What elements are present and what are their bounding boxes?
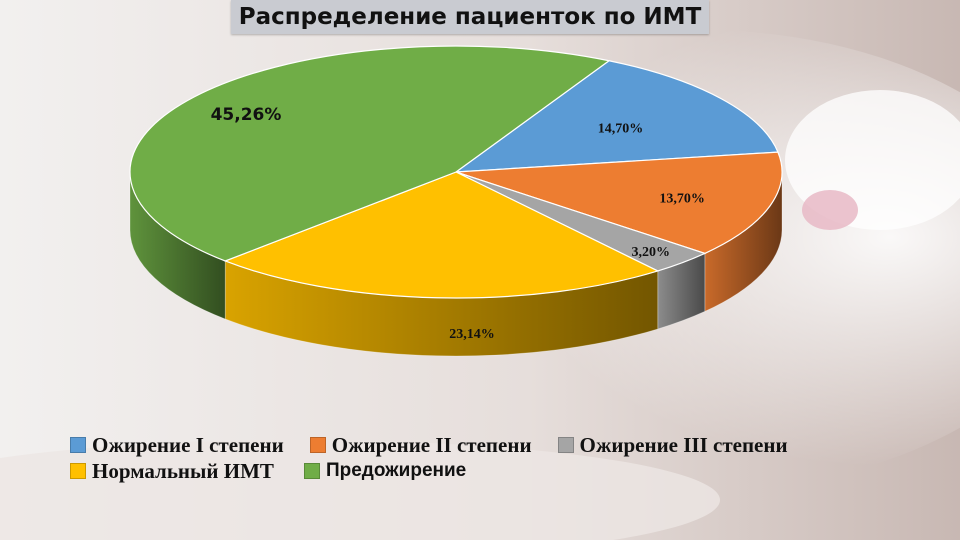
legend-item: Предожирение	[303, 460, 467, 482]
pie-slice-0	[453, 60, 779, 173]
chart-title: Распределение пациенток по ИМТ	[238, 4, 702, 30]
data-label: 23,14%	[449, 327, 495, 342]
legend-row-2: Нормальный ИМТ Предожирение	[70, 458, 910, 484]
data-label: 14,70%	[598, 122, 644, 137]
legend-item: Нормальный ИМТ	[70, 459, 274, 484]
orchid-flower-icon	[802, 190, 858, 230]
legend: Ожирение I степени Ожирение II степени О…	[70, 432, 910, 484]
legend-label: Ожирение I степени	[92, 432, 284, 457]
legend-label: Ожирение III степени	[579, 432, 788, 457]
data-label: 3,20%	[632, 245, 671, 260]
chart-title-box: Распределение пациенток по ИМТ	[231, 0, 709, 34]
legend-swatch	[70, 463, 86, 479]
data-label: 13,70%	[659, 191, 705, 206]
legend-label: Предожирение	[325, 460, 467, 481]
pie-slice-1	[455, 151, 783, 255]
legend-item: Ожирение I степени	[70, 433, 284, 458]
legend-item: Ожирение II степени	[309, 432, 532, 458]
legend-label: Нормальный ИМТ	[92, 458, 274, 483]
pie-slice-4	[129, 45, 611, 262]
legend-swatch	[70, 437, 86, 453]
legend-swatch	[309, 437, 326, 453]
legend-row-1: Ожирение I степени Ожирение II степени О…	[70, 432, 910, 458]
pie-tops	[129, 45, 783, 299]
legend-swatch	[303, 463, 320, 479]
pie-slice-3	[223, 171, 660, 299]
legend-item: Ожирение III степени	[557, 432, 788, 458]
data-label: 45,26%	[211, 105, 282, 125]
legend-label: Ожирение II степени	[331, 432, 532, 457]
legend-swatch	[557, 437, 574, 453]
